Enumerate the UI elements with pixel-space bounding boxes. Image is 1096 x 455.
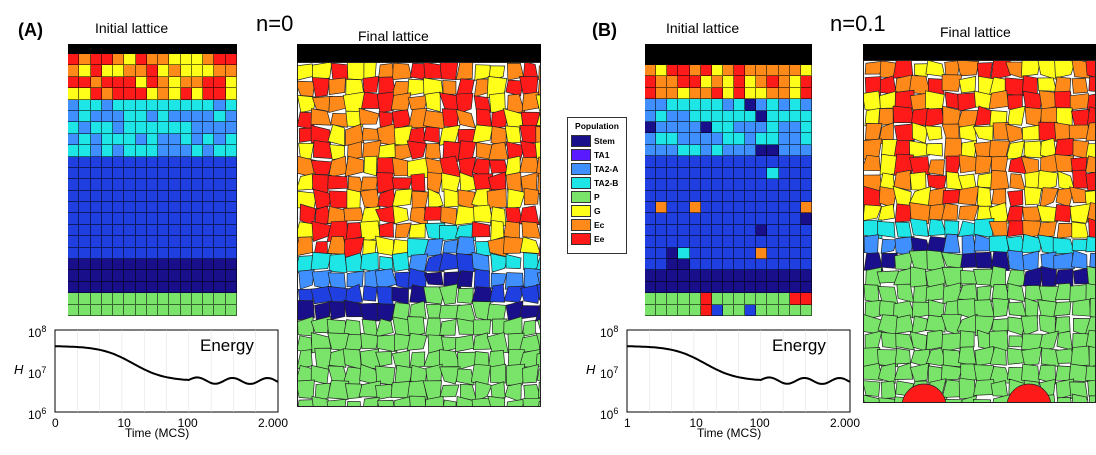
energy-ytick: 106 xyxy=(600,406,618,422)
legend-item-label: G xyxy=(594,206,601,216)
legend-item: Ec xyxy=(571,218,626,232)
legend-item-label: TA2-A xyxy=(594,164,618,174)
energy-xtick: 0 xyxy=(52,416,59,430)
legend-item: TA1 xyxy=(571,148,626,162)
population-legend: Population Stem TA1 TA2-A TA2-B P G Ec Ee xyxy=(567,117,627,254)
energy-ylabel: H xyxy=(14,362,23,377)
legend-item: G xyxy=(571,204,626,218)
energy-ytick: 106 xyxy=(28,406,46,422)
panel-a-n-label: n=0 xyxy=(256,11,293,37)
panel-b-final-title: Final lattice xyxy=(940,24,1011,40)
legend-swatch xyxy=(571,219,591,231)
panel-b-label: (B) xyxy=(592,20,617,41)
legend-item: TA2-B xyxy=(571,176,626,190)
legend-swatch xyxy=(571,149,591,161)
panel-a-energy-plot: Energy H 108 107 106 0 10 100 2.000 Time (MCS) xyxy=(0,320,290,450)
energy-title: Energy xyxy=(772,336,826,356)
legend-item-label: TA2-B xyxy=(594,178,618,188)
panel-a-initial-lattice xyxy=(68,54,237,316)
panel-a-final-lattice xyxy=(297,62,541,407)
legend-item: Stem xyxy=(571,134,626,148)
legend-swatch xyxy=(571,163,591,175)
legend-item: Ee xyxy=(571,232,626,246)
energy-xtick: 2.000 xyxy=(258,416,288,430)
panel-a-initial-top-bar xyxy=(68,44,237,54)
legend-item-label: Ec xyxy=(594,220,604,230)
panel-b-final-top-bar xyxy=(863,44,1096,60)
legend-swatch xyxy=(571,233,591,245)
energy-xlabel: Time (MCS) xyxy=(697,426,761,440)
panel-b-n-label: n=0.1 xyxy=(830,11,886,37)
legend-item-label: TA1 xyxy=(594,150,609,160)
panel-b-initial-title: Initial lattice xyxy=(666,20,739,36)
legend-swatch xyxy=(571,177,591,189)
panel-a-initial-title: Initial lattice xyxy=(95,20,168,36)
legend-swatch xyxy=(571,135,591,147)
energy-ytick: 108 xyxy=(28,324,46,340)
energy-xtick: 1 xyxy=(624,416,631,430)
energy-xtick: 2.000 xyxy=(830,416,860,430)
energy-ytick: 108 xyxy=(600,324,618,340)
legend-item-label: Stem xyxy=(594,136,615,146)
panel-a-final-top-bar xyxy=(297,44,541,62)
panel-b-final-lattice xyxy=(863,60,1096,403)
panel-b-initial-lattice xyxy=(645,65,812,316)
legend-item: TA2-A xyxy=(571,162,626,176)
panel-a-final-title: Final lattice xyxy=(358,28,429,44)
legend-swatch xyxy=(571,191,591,203)
energy-title: Energy xyxy=(200,336,254,356)
energy-ylabel: H xyxy=(586,362,595,377)
panel-b-energy-plot: Energy H 108 107 106 1 10 100 2.000 Time (MCS) xyxy=(572,320,862,450)
panel-a-label: (A) xyxy=(18,20,43,41)
energy-xlabel: Time (MCS) xyxy=(125,426,189,440)
legend-item-label: P xyxy=(594,192,600,202)
legend-swatch xyxy=(571,205,591,217)
legend-title: Population xyxy=(568,121,626,131)
legend-item: P xyxy=(571,190,626,204)
energy-ytick: 107 xyxy=(28,365,46,381)
energy-ytick: 107 xyxy=(600,365,618,381)
panel-b-initial-top-bar xyxy=(645,44,812,65)
legend-item-label: Ee xyxy=(594,234,604,244)
